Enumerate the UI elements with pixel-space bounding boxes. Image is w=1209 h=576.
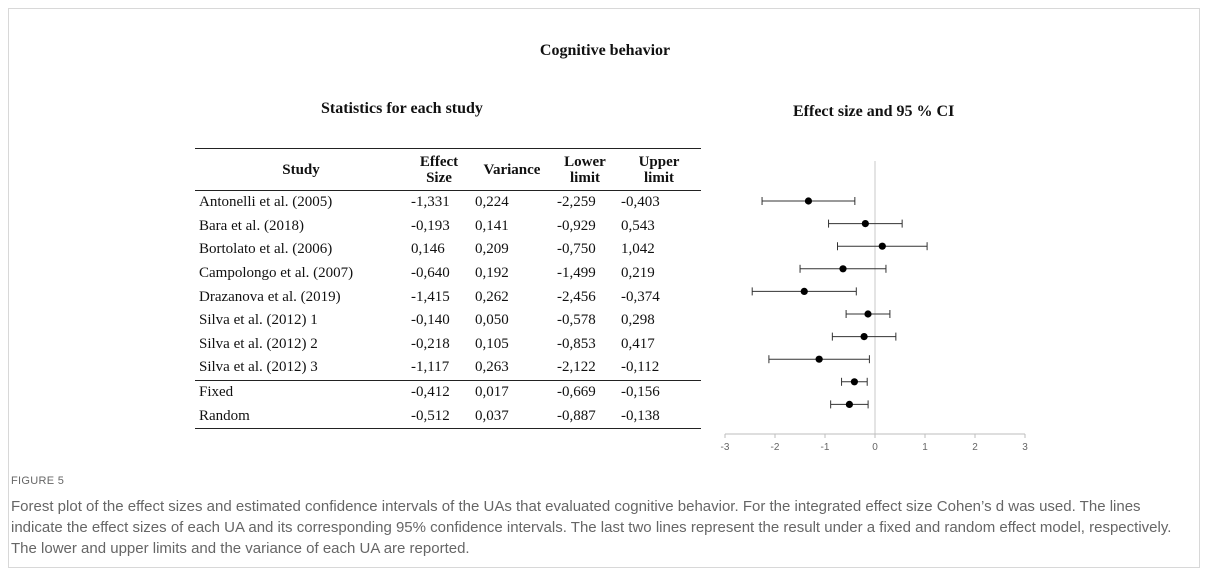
upper-limit-value: -0,374 — [621, 288, 660, 305]
effect-size-value: -1,415 — [411, 288, 450, 305]
x-axis-tick-label: 3 — [1022, 442, 1028, 453]
effect-point — [864, 310, 872, 318]
variance-value: 0,192 — [475, 265, 509, 282]
lower-limit-value: -2,122 — [557, 359, 596, 376]
effect-point — [839, 265, 847, 273]
effect-point — [860, 333, 868, 341]
effect-size-value: -1,331 — [411, 194, 450, 211]
study-name: Bara et al. (2018) — [199, 217, 304, 234]
study-name: Fixed — [195, 379, 407, 405]
effect-point — [878, 242, 886, 250]
lower-limit-value: -0,853 — [557, 335, 596, 352]
upper-limit-value: 0,417 — [621, 335, 655, 352]
forest-plot: -3 -2 -1 0 1 2 3 — [721, 161, 1028, 453]
effect-point — [861, 220, 869, 228]
header-effect-size: Effect Size — [419, 153, 459, 186]
header-study: Study — [282, 161, 320, 178]
table-row: Campolongo et al. (2007) -0,640 0,192 -1… — [195, 262, 701, 286]
effect-size-value: -0,640 — [411, 265, 450, 282]
study-name: Silva et al. (2012) 3 — [199, 359, 318, 376]
effect-size-value: -0,140 — [411, 312, 450, 329]
upper-limit-value: 1,042 — [621, 241, 655, 258]
upper-limit-value: 0,543 — [621, 217, 655, 234]
effect-point — [845, 400, 854, 408]
effect-size-value: -0,218 — [411, 335, 450, 352]
x-axis-tick-label: 0 — [872, 442, 878, 453]
table-row: Bara et al. (2018) -0,193 0,141 -0,929 0… — [195, 215, 701, 239]
effect-point — [850, 378, 859, 386]
effect-size-value: 0,146 — [411, 241, 445, 258]
upper-limit-value: -0,138 — [617, 404, 701, 429]
variance-value: 0,017 — [471, 379, 553, 405]
upper-limit-value: -0,403 — [621, 194, 660, 211]
x-axis-tick-label: -1 — [821, 442, 830, 453]
lower-limit-value: -2,259 — [557, 194, 596, 211]
x-axis-tick-label: 1 — [922, 442, 928, 453]
effect-point — [804, 197, 813, 205]
variance-value: 0,263 — [475, 359, 509, 376]
effect-size-value: -0,512 — [407, 404, 471, 429]
effect-size-value: -0,412 — [407, 379, 471, 405]
upper-limit-value: 0,298 — [621, 312, 655, 329]
variance-value: 0,037 — [471, 404, 553, 429]
lower-limit-value: -0,750 — [557, 241, 596, 258]
lower-limit-value: -2,456 — [557, 288, 596, 305]
variance-value: 0,224 — [475, 194, 509, 211]
variance-value: 0,209 — [475, 241, 509, 258]
lower-limit-value: -0,578 — [557, 312, 596, 329]
figure-title: Cognitive behavior — [539, 42, 671, 59]
header-variance: Variance — [483, 161, 541, 178]
variance-value: 0,050 — [475, 312, 509, 329]
variance-value: 0,262 — [475, 288, 509, 305]
table-row: Silva et al. (2012) 2 -0,218 0,105 -0,85… — [195, 333, 701, 357]
table-row-random: Random -0,512 0,037 -0,887 -0,138 — [195, 404, 701, 429]
figure-frame: Cognitive behavior Statistics for each s… — [8, 8, 1200, 568]
table-row-fixed: Fixed -0,412 0,017 -0,669 -0,156 — [195, 379, 701, 405]
x-axis-tick-label: -2 — [771, 442, 780, 453]
lower-limit-value: -0,887 — [553, 404, 617, 429]
figure-label: FIGURE 5 — [11, 475, 65, 487]
table-row: Silva et al. (2012) 3 -1,117 0,263 -2,12… — [195, 356, 701, 380]
header-upper-limit: Upper limit — [638, 153, 680, 186]
table-row: Antonelli et al. (2005) -1,331 0,224 -2,… — [195, 191, 701, 215]
header-lower-limit: Lower limit — [564, 153, 606, 186]
effect-point — [815, 355, 823, 363]
study-name: Campolongo et al. (2007) — [199, 265, 354, 282]
lower-limit-value: -0,669 — [553, 379, 617, 405]
study-name: Silva et al. (2012) 2 — [199, 335, 318, 352]
effect-size-value: -0,193 — [411, 217, 450, 234]
study-name: Bortolato et al. (2006) — [199, 241, 333, 258]
study-name: Random — [195, 404, 407, 429]
study-name: Antonelli et al. (2005) — [199, 194, 333, 211]
table-header-row: Study Effect Size Variance Lower limit Upp… — [195, 148, 701, 191]
variance-value: 0,105 — [475, 335, 509, 352]
effect-point — [800, 287, 808, 295]
effect-size-value: -1,117 — [411, 359, 450, 376]
variance-value: 0,141 — [475, 217, 509, 234]
statistics-table: Study Effect Size Variance Lower limit Upp… — [195, 148, 701, 429]
upper-limit-value: -0,156 — [617, 379, 701, 405]
upper-limit-value: 0,219 — [621, 265, 655, 282]
lower-limit-value: -1,499 — [557, 265, 596, 282]
table-title: Statistics for each study — [321, 100, 483, 117]
table-row: Drazanova et al. (2019) -1,415 0,262 -2,… — [195, 285, 701, 309]
x-axis-tick-label: -3 — [721, 442, 730, 453]
plot-title: Effect size and 95 % CI — [793, 103, 955, 120]
x-axis-tick-label: 2 — [972, 442, 978, 453]
lower-limit-value: -0,929 — [557, 217, 596, 234]
upper-limit-value: -0,112 — [621, 359, 660, 376]
study-name: Silva et al. (2012) 1 — [199, 312, 318, 329]
figure-caption: Forest plot of the effect sizes and esti… — [11, 498, 1172, 557]
table-row: Bortolato et al. (2006) 0,146 0,209 -0,7… — [195, 238, 701, 262]
table-row: Silva et al. (2012) 1 -0,140 0,050 -0,57… — [195, 309, 701, 333]
study-name: Drazanova et al. (2019) — [199, 288, 341, 305]
